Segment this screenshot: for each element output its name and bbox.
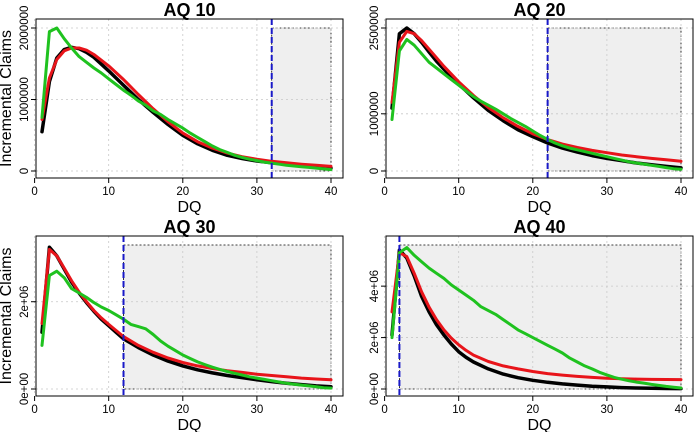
x-tick-label-2: 20	[526, 186, 539, 198]
plot-frame	[35, 18, 344, 179]
y-tick-label-0: 0	[369, 168, 381, 174]
panel-title: AQ 30	[163, 217, 215, 237]
x-axis-label: DQ	[528, 199, 552, 216]
series-black	[390, 248, 683, 391]
x-tick-label-1: 10	[452, 186, 465, 198]
x-tick-label-1: 10	[102, 404, 115, 416]
y-axis-label: Incremental Claims	[0, 30, 15, 167]
x-axis-label: DQ	[178, 199, 202, 216]
series-green	[40, 269, 333, 390]
panel-2: 0 10 20 30 40 0 1000000 2500000 AQ 20 DQ	[369, 0, 694, 216]
x-tick-label-0: 0	[31, 404, 37, 416]
shaded-region	[399, 244, 682, 390]
y-tick-label-1: 2e+06	[369, 321, 381, 353]
x-tick-label-0: 0	[381, 186, 387, 198]
series-red	[390, 29, 683, 163]
x-tick-label-3: 30	[600, 186, 613, 198]
x-tick-label-4: 40	[675, 404, 688, 416]
x-tick-label-0: 0	[381, 404, 387, 416]
x-tick-label-3: 30	[250, 186, 263, 198]
x-tick-label-4: 40	[325, 404, 338, 416]
x-axis-label: DQ	[178, 417, 202, 432]
panel-3: 0 10 20 30 40 0e+00 2e+06 AQ 30 DQ Incremental Cl…	[0, 217, 344, 432]
x-tick-label-1: 10	[102, 186, 115, 198]
shaded-region	[123, 244, 332, 390]
x-tick-label-4: 40	[675, 186, 688, 198]
y-tick-label-0: 0e+00	[19, 373, 31, 405]
x-tick-label-4: 40	[325, 186, 338, 198]
panel-title: AQ 40	[513, 217, 565, 237]
x-axis-label: DQ	[528, 417, 552, 432]
y-tick-label-0: 0	[19, 168, 31, 174]
plot-frame	[35, 235, 344, 397]
series-green	[40, 26, 333, 172]
series-green	[390, 37, 683, 171]
x-tick-label-1: 10	[452, 404, 465, 416]
y-tick-label-1: 1000000	[19, 77, 31, 122]
x-tick-label-3: 30	[250, 404, 263, 416]
panel-title: AQ 10	[163, 0, 215, 20]
y-tick-label-1: 2e+06	[19, 286, 31, 318]
y-axis-label: Incremental Claims	[0, 248, 15, 385]
y-tick-label-1: 1000000	[369, 91, 381, 136]
y-tick-label-2: 4e+06	[369, 270, 381, 302]
series-red	[40, 247, 333, 382]
x-tick-label-3: 30	[600, 404, 613, 416]
y-tick-label-0: 0e+00	[369, 373, 381, 405]
panel-1: 0 10 20 30 40 0 1000000 2000000 AQ 10 DQ Increment…	[0, 0, 344, 216]
plot-frame	[385, 235, 694, 397]
x-tick-label-0: 0	[31, 186, 37, 198]
x-tick-label-2: 20	[176, 186, 189, 198]
y-tick-label-2: 2500000	[369, 6, 381, 51]
plot-frame	[385, 18, 694, 179]
y-tick-label-2: 2000000	[19, 6, 31, 51]
x-tick-label-2: 20	[526, 404, 539, 416]
series-green	[390, 246, 683, 390]
panel-title: AQ 20	[513, 0, 565, 20]
panel-4: 0 10 20 30 40 0e+00 2e+06 4e+06 AQ 40 DQ	[369, 217, 694, 432]
x-tick-label-2: 20	[176, 404, 189, 416]
